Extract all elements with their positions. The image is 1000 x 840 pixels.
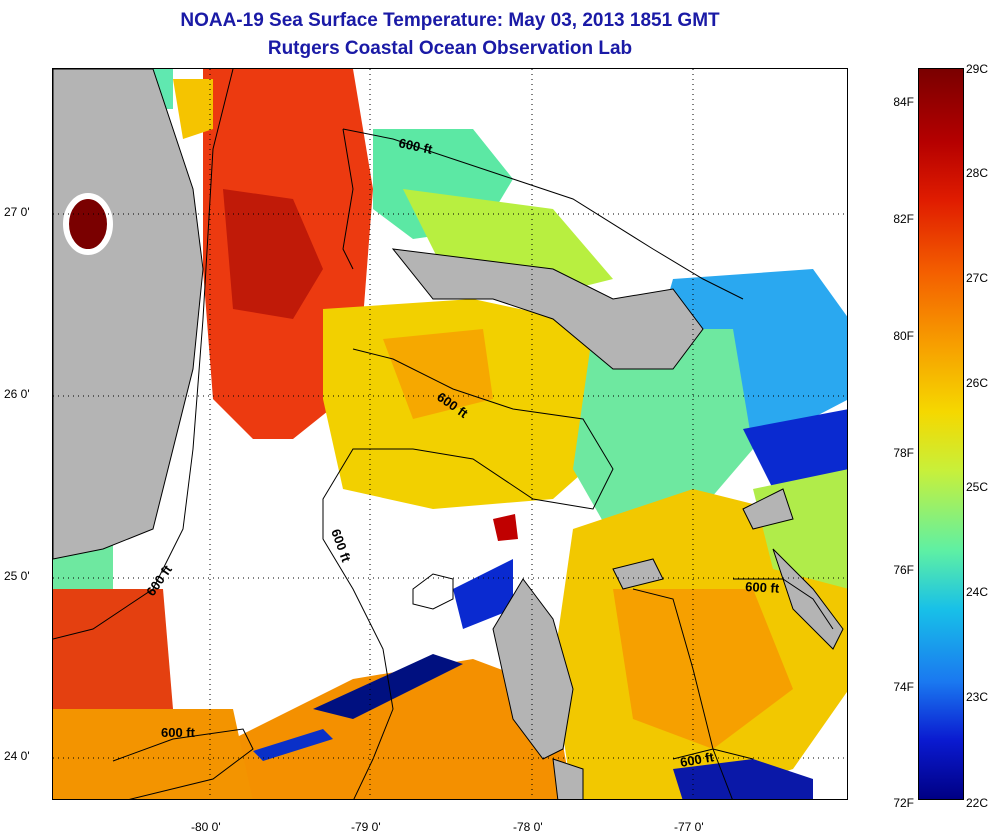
colorbar-f-label: 82F (893, 212, 914, 226)
land-layer (53, 69, 844, 799)
lake-okeechobee (63, 193, 113, 255)
contour-line (112, 728, 254, 799)
colorbar-c-label: 25C (966, 480, 989, 494)
contour-line (733, 578, 834, 630)
contour-label: 600 ft (397, 135, 434, 157)
contour-line (412, 573, 454, 610)
sst-patch (53, 589, 173, 709)
contour-line (342, 128, 354, 270)
latitude-label: 24 0' (4, 749, 30, 763)
contour-line (53, 69, 234, 640)
contour-label: 600 ft (161, 725, 196, 740)
land-exuma (772, 548, 844, 650)
colorbar-c-label: 28C (966, 166, 989, 180)
sst-layer (53, 69, 847, 799)
land-new-providence (612, 558, 664, 590)
sst-patch (173, 79, 213, 139)
longitude-label: -79 0' (351, 820, 381, 834)
contour-line (672, 748, 754, 760)
sst-patch (573, 329, 753, 539)
sst-patch (313, 654, 463, 719)
sst-patch (743, 409, 847, 489)
contour-label: 600 ft (679, 749, 716, 770)
sst-patch (53, 709, 253, 799)
land-florida (53, 69, 204, 560)
sst-map-canvas: 600 ft 600 ft 600 ft 600 ft 600 ft 600 f… (53, 69, 847, 799)
contour-label: 600 ft (143, 562, 175, 599)
colorbar-c-label: 26C (966, 376, 989, 390)
graticule (53, 69, 847, 799)
colorbar-f-label: 76F (893, 563, 914, 577)
colorbar-c-label: 24C (966, 585, 989, 599)
colorbar-c-label: 27C (966, 271, 989, 285)
contour-label: 600 ft (745, 579, 780, 596)
contour-line (322, 348, 614, 799)
sst-patch (493, 514, 518, 541)
map-title: NOAA-19 Sea Surface Temperature: May 03,… (180, 10, 720, 31)
land-grand-bahama (391, 248, 704, 370)
land-eleuthera (742, 488, 794, 530)
sst-patch (383, 329, 493, 419)
colorbar-f-label: 74F (893, 680, 914, 694)
latitude-label: 26 0' (4, 387, 30, 401)
map-subtitle: Rutgers Coastal Ocean Observation Lab (267, 38, 633, 59)
colorbar-c-label: 23C (966, 690, 989, 704)
longitude-label: -80 0' (191, 820, 221, 834)
latitude-label: 27 0' (4, 205, 30, 219)
colorbar-c-label: 29C (966, 62, 989, 76)
colorbar-f-label: 72F (893, 796, 914, 810)
colorbar-f-label: 78F (893, 446, 914, 460)
longitude-label: -78 0' (513, 820, 543, 834)
colorbar-f-label: 84F (893, 95, 914, 109)
contour-line (342, 128, 744, 300)
contour-label: 600 ft (328, 527, 354, 565)
colorbar-c-label: 22C (966, 796, 989, 810)
sst-patch (233, 659, 573, 799)
temperature-colorbar (918, 68, 964, 800)
longitude-label: -77 0' (674, 820, 704, 834)
sst-map: 600 ft 600 ft 600 ft 600 ft 600 ft 600 f… (52, 68, 848, 800)
colorbar-f-label: 80F (893, 329, 914, 343)
sst-patch (453, 559, 513, 629)
land-andros (492, 578, 574, 760)
land-andros-south (552, 758, 584, 799)
sst-patch (613, 589, 793, 749)
sst-patch-hot (223, 189, 323, 319)
latitude-label: 25 0' (4, 569, 30, 583)
sst-patch (253, 729, 333, 761)
sst-patch (673, 759, 813, 799)
